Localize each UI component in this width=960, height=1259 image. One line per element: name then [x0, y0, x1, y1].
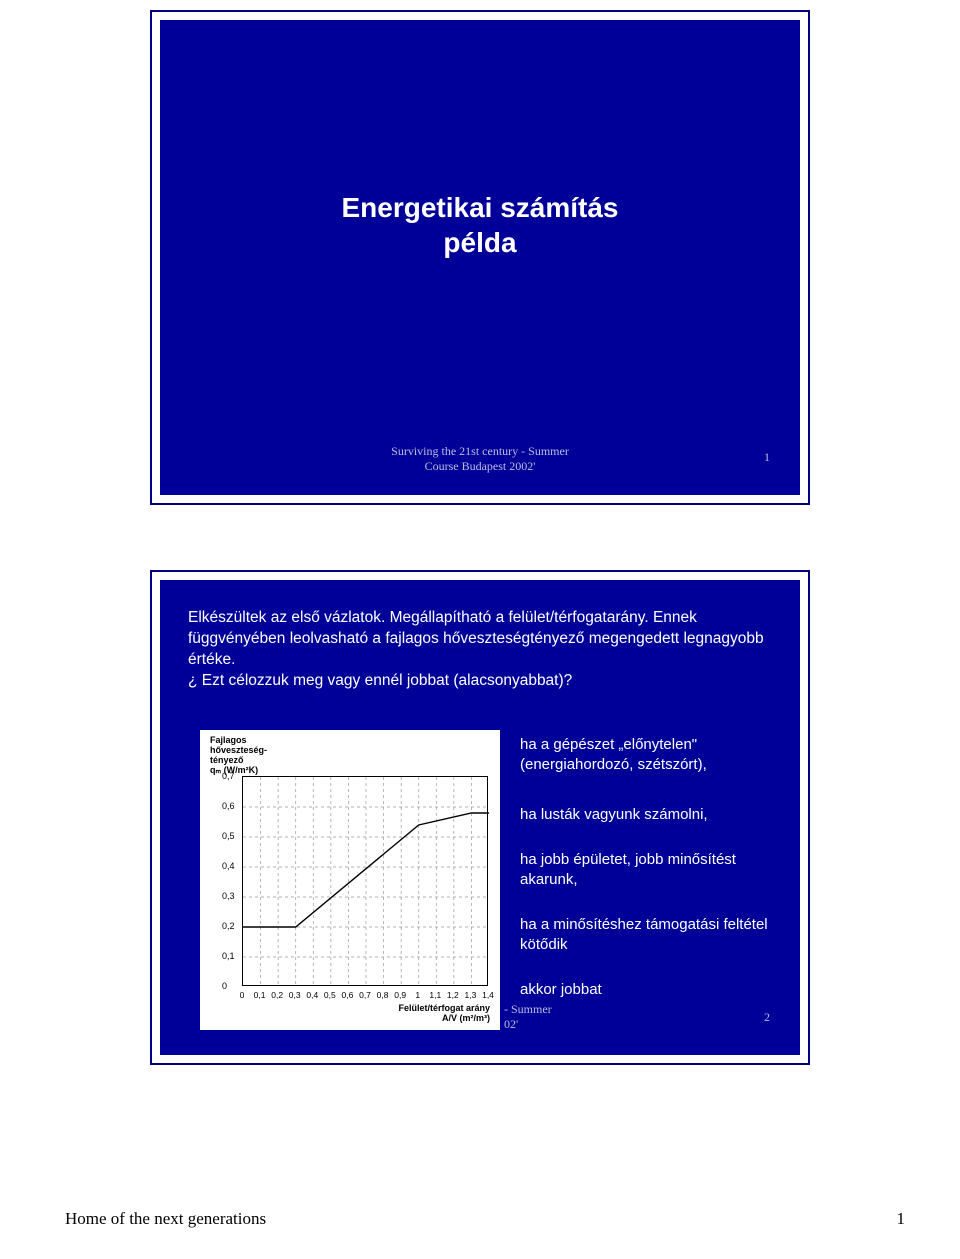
xtick-label: 0,4 [306, 990, 318, 1000]
side-bullet: akkor jobbat [520, 980, 780, 1000]
xtick-label: 1,2 [447, 990, 459, 1000]
page-footer-left: Home of the next generations [65, 1209, 266, 1229]
ytick-label: 0,4 [222, 861, 235, 871]
slide-1-title: Energetikai számítás példa [160, 190, 800, 260]
side-bullet: ha a gépészet „előnytelen" (energiahordo… [520, 735, 780, 774]
slide-2-pagenum: 2 [764, 1010, 770, 1025]
footer-suffix-1: - Summer [504, 1002, 552, 1016]
slide-2: Elkészültek az első vázlatok. Megállapít… [150, 570, 810, 1065]
ytick-label: 0,3 [222, 891, 235, 901]
ytick-label: 0,6 [222, 801, 235, 811]
ytick-label: 0,7 [222, 771, 235, 781]
xtick-label: 0,5 [324, 990, 336, 1000]
xtick-label: 0,1 [254, 990, 266, 1000]
xtick-label: 1,3 [465, 990, 477, 1000]
xtick-label: 0,8 [377, 990, 389, 1000]
xtick-label: 0,2 [271, 990, 283, 1000]
slide-1-inner: Energetikai számítás példa Surviving the… [160, 20, 800, 495]
slide-1: Energetikai számítás példa Surviving the… [150, 10, 810, 505]
xtick-label: 0,3 [289, 990, 301, 1000]
ytick-label: 0,1 [222, 951, 235, 961]
ytick-label: 0 [222, 981, 227, 991]
intro-question: ¿ Ezt célozzuk meg vagy ennél jobbat (al… [188, 672, 572, 689]
slide-1-pagenum: 1 [764, 450, 770, 465]
footer-suffix-2: 02' [504, 1017, 518, 1031]
xtick-label: 1 [415, 990, 420, 1000]
chart-ylabel: Fajlagoshőveszteség-tényezőqₘ (W/m²K) [210, 736, 267, 776]
side-bullet: ha lusták vagyunk számolni, [520, 805, 780, 825]
footer-line-2: Course Budapest 2002' [425, 459, 536, 473]
side-bullet: ha jobb épületet, jobb minősítést akarun… [520, 850, 780, 889]
xtick-label: 0,9 [394, 990, 406, 1000]
chart-svg [243, 777, 489, 987]
page-footer-right: 1 [897, 1209, 906, 1229]
chart-xlabel: Felület/térfogat arányA/V (m²/m³) [398, 1004, 490, 1024]
xtick-label: 1,1 [429, 990, 441, 1000]
title-line-1: Energetikai számítás [341, 192, 618, 223]
slide-1-footer: Surviving the 21st century - Summer Cour… [160, 444, 800, 473]
footer-line-1: Surviving the 21st century - Summer [391, 444, 569, 458]
xtick-label: 0,6 [342, 990, 354, 1000]
side-bullet: ha a minősítéshez támogatási feltétel kö… [520, 915, 780, 954]
chart: Fajlagoshőveszteség-tényezőqₘ (W/m²K) 00… [200, 730, 500, 1030]
ytick-label: 0,5 [222, 831, 235, 841]
slide-2-inner: Elkészültek az első vázlatok. Megállapít… [160, 580, 800, 1055]
title-line-2: példa [443, 227, 516, 258]
ytick-label: 0,2 [222, 921, 235, 931]
xtick-label: 0 [240, 990, 245, 1000]
xtick-label: 1,4 [482, 990, 494, 1000]
xtick-label: 0,7 [359, 990, 371, 1000]
intro-text: Elkészültek az első vázlatok. Megállapít… [188, 609, 764, 668]
slide-2-intro: Elkészültek az első vázlatok. Megállapít… [188, 608, 772, 692]
chart-plot-area [242, 776, 488, 986]
slide-2-footer-suffix: - Summer 02' [504, 1002, 552, 1031]
